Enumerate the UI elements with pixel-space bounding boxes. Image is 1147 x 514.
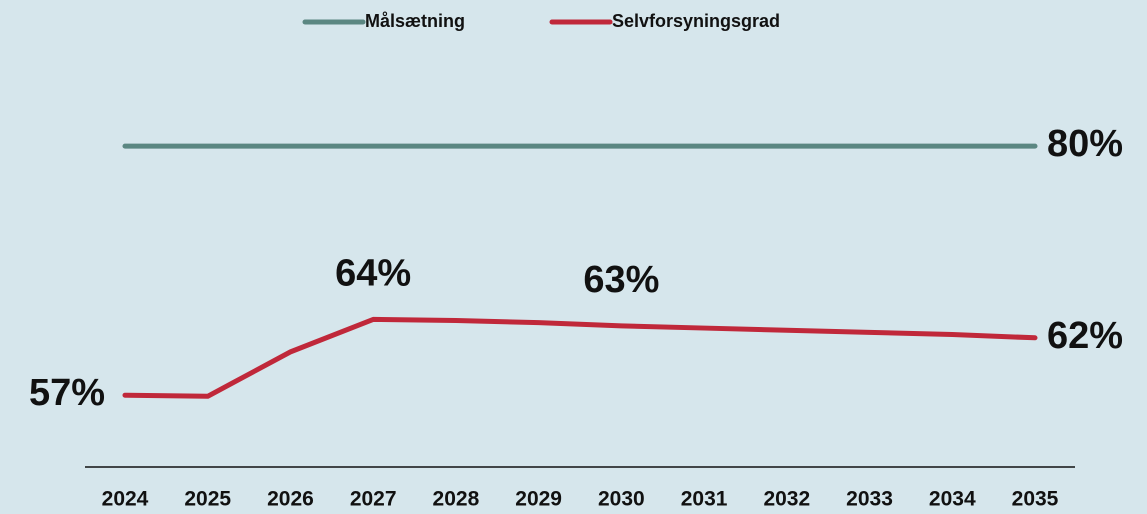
- x-tick-label: 2031: [681, 488, 728, 511]
- data-label: 62%: [1047, 315, 1123, 357]
- x-tick-label: 2028: [433, 488, 480, 511]
- data-label: 80%: [1047, 123, 1123, 165]
- x-tick-label: 2030: [598, 488, 645, 511]
- legend-label: Målsætning: [365, 11, 465, 31]
- x-tick-label: 2024: [102, 488, 149, 511]
- x-tick-label: 2025: [184, 488, 231, 511]
- x-tick-label: 2032: [763, 488, 810, 511]
- x-tick-label: 2027: [350, 488, 397, 511]
- x-tick-label: 2026: [267, 488, 314, 511]
- x-tick-label: 2029: [515, 488, 562, 511]
- x-tick-label: 2035: [1012, 488, 1059, 511]
- legend-label: Selvforsyningsgrad: [612, 11, 780, 31]
- series-line: [122, 316, 1038, 399]
- x-tick-label: 2034: [929, 488, 976, 511]
- data-label: 57%: [29, 372, 105, 414]
- data-label: 63%: [583, 259, 659, 301]
- data-label: 64%: [335, 252, 411, 294]
- x-tick-label: 2033: [846, 488, 893, 511]
